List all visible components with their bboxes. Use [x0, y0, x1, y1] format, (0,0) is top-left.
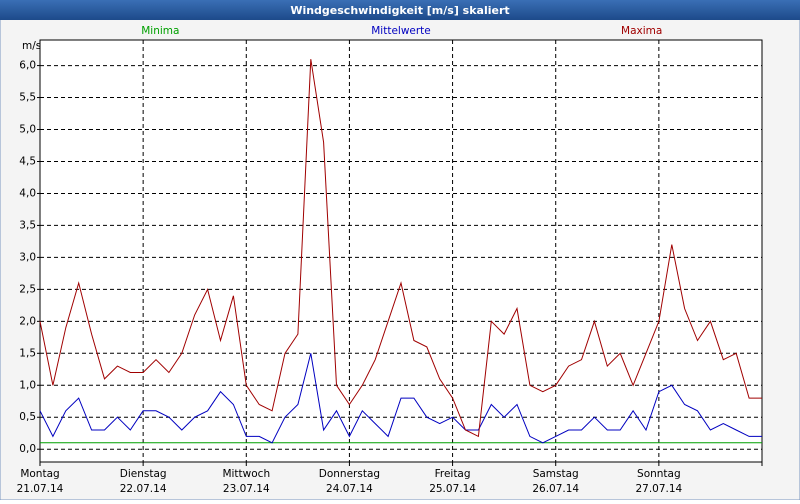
x-tick-date: 26.07.14 — [532, 483, 579, 495]
legend-entry: Minima — [141, 25, 179, 37]
y-tick-label: 4,0 — [19, 187, 36, 199]
y-tick-label: 4,5 — [19, 155, 36, 167]
x-tick-date: 21.07.14 — [17, 483, 64, 495]
x-tick-day: Mittwoch — [222, 468, 270, 480]
x-tick-day: Freitag — [435, 468, 471, 480]
y-tick-label: 1,5 — [19, 347, 36, 359]
x-tick-day: Sonntag — [637, 468, 681, 480]
data-line — [39, 59, 762, 438]
data-line — [39, 353, 762, 444]
x-tick-day: Samstag — [533, 468, 579, 480]
x-tick-day: Montag — [20, 468, 59, 480]
x-tick-date: 23.07.14 — [223, 483, 270, 495]
legend-entry: Mittelwerte — [371, 25, 431, 37]
x-tick-day: Donnerstag — [319, 468, 380, 480]
chart-title: Windgeschwindigkeit [m/s] skaliert — [290, 4, 509, 17]
x-tick-day: Dienstag — [120, 468, 167, 480]
y-tick-label: 2,0 — [19, 315, 36, 327]
x-tick-date: 24.07.14 — [326, 483, 373, 495]
y-tick-label: 3,0 — [19, 251, 36, 263]
y-tick-label: 0,0 — [19, 443, 36, 455]
y-axis-label: m/s — [22, 40, 41, 52]
y-tick-label: 3,5 — [19, 219, 36, 231]
y-tick-label: 5,5 — [19, 92, 36, 104]
x-tick-date: 25.07.14 — [429, 483, 476, 495]
x-tick-date: 22.07.14 — [120, 483, 167, 495]
title-bar — [0, 0, 800, 20]
y-tick-label: 1,0 — [19, 379, 36, 391]
y-tick-label: 5,0 — [19, 124, 36, 136]
y-tick-label: 2,5 — [19, 283, 36, 295]
legend-entry: Maxima — [621, 25, 662, 37]
y-tick-label: 6,0 — [19, 60, 36, 72]
x-tick-date: 27.07.14 — [635, 483, 682, 495]
plot-area — [39, 39, 763, 463]
y-tick-label: 0,5 — [19, 411, 36, 423]
